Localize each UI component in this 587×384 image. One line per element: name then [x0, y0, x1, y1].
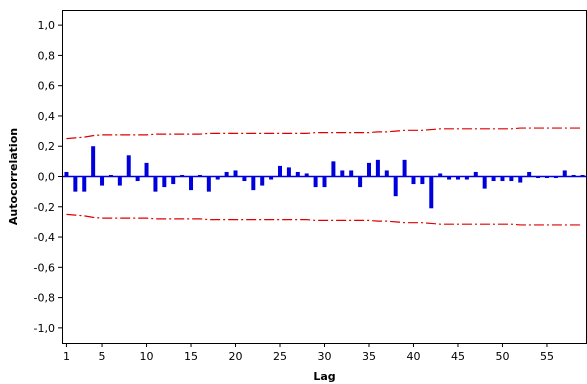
acf-bar: [455, 176, 460, 180]
acf-bar: [233, 170, 238, 177]
x-tick-label: 25: [273, 350, 287, 363]
x-tick-label: 1: [63, 350, 70, 363]
lower-confidence-limit: [66, 213, 583, 226]
acf-bar: [331, 161, 336, 177]
acf-bar: [482, 176, 487, 189]
acf-bar: [393, 176, 398, 197]
x-tick-label: 55: [540, 350, 554, 363]
acf-bar: [438, 173, 443, 177]
acf-bar: [171, 176, 176, 185]
acf-bar: [153, 176, 158, 192]
acf-bar: [144, 162, 149, 177]
upper-confidence-limit: [66, 127, 583, 140]
acf-bar: [571, 174, 576, 177]
acf-bar: [322, 176, 327, 188]
acf-bar: [180, 174, 185, 177]
x-tick-label: 20: [229, 350, 243, 363]
acf-bar: [447, 176, 452, 180]
y-tick-label: 0,0: [38, 171, 56, 184]
y-tick-label: -0,2: [34, 201, 55, 214]
bars-layer: [64, 146, 585, 209]
y-tick-label: -0,8: [34, 292, 55, 305]
acf-bar: [91, 146, 96, 177]
acf-bar: [527, 171, 532, 177]
acf-bar: [242, 176, 247, 182]
acf-bar: [135, 176, 140, 182]
acf-bar: [544, 176, 549, 179]
acf-bar: [206, 176, 211, 192]
acf-bar: [553, 176, 558, 179]
y-tick-label: 0,4: [38, 110, 56, 123]
acf-bar: [366, 162, 371, 177]
acf-bar: [402, 159, 407, 177]
x-tick-label: 30: [318, 350, 332, 363]
y-tick-label: 0,8: [38, 49, 56, 62]
y-tick-label: 0,2: [38, 140, 56, 153]
acf-bar: [100, 176, 105, 186]
acf-bar: [562, 170, 567, 177]
acf-bar: [260, 176, 265, 186]
y-axis-label: Autocorrelation: [7, 128, 20, 225]
acf-bar: [375, 159, 380, 177]
acf-bar: [500, 176, 505, 182]
y-axis: 1,0 0,8 0,6 0,4 0,2 0,0 -0,2 -0,4 -0,6 -0,8 -1,0: [34, 19, 62, 335]
acf-bar: [304, 173, 309, 177]
x-tick-label: 45: [451, 350, 465, 363]
acf-bar: [197, 174, 202, 177]
acf-bar: [473, 171, 478, 177]
acf-bar: [509, 176, 514, 182]
acf-bar: [358, 176, 363, 188]
acf-bar: [286, 167, 291, 177]
acf-bar: [126, 155, 131, 177]
acf-bar: [64, 171, 69, 177]
x-tick-label: 10: [140, 350, 154, 363]
acf-bar: [491, 176, 496, 182]
acf-bar: [313, 176, 318, 188]
acf-bar: [251, 176, 256, 191]
acf-bar: [117, 176, 122, 186]
x-tick-label: 5: [99, 350, 106, 363]
acf-bar: [518, 176, 523, 183]
acf-bar: [411, 176, 416, 185]
acf-bar: [162, 176, 167, 188]
x-tick-label: 35: [362, 350, 376, 363]
acf-bar: [420, 176, 425, 185]
x-tick-label: 15: [184, 350, 198, 363]
acf-bar: [82, 176, 87, 192]
acf-bar: [278, 165, 283, 177]
acf-bar: [340, 170, 345, 177]
x-axis: 1 5 10 15 20 25 30 35 40 45 50 55: [63, 343, 554, 363]
x-tick-label: 50: [495, 350, 509, 363]
acf-bar: [536, 176, 541, 179]
acf-bar: [349, 170, 354, 177]
acf-bar: [215, 176, 220, 180]
acf-bar: [580, 174, 585, 177]
acf-bar: [384, 170, 389, 177]
y-tick-label: -0,4: [34, 231, 55, 244]
y-tick-label: 1,0: [38, 19, 56, 32]
x-tick-label: 40: [406, 350, 420, 363]
acf-bar: [464, 176, 469, 180]
acf-bar: [429, 176, 434, 209]
acf-bar: [295, 171, 300, 177]
acf-bar: [224, 171, 229, 177]
acf-bar: [108, 174, 113, 177]
y-tick-label: -1,0: [34, 322, 55, 335]
acf-bar: [73, 176, 78, 192]
y-tick-label: -0,6: [34, 261, 55, 274]
x-axis-label: Lag: [313, 370, 335, 383]
confidence-limits-layer: [66, 127, 583, 226]
y-tick-label: 0,6: [38, 80, 56, 93]
acf-bar: [269, 176, 274, 180]
acf-bar: [189, 176, 194, 191]
